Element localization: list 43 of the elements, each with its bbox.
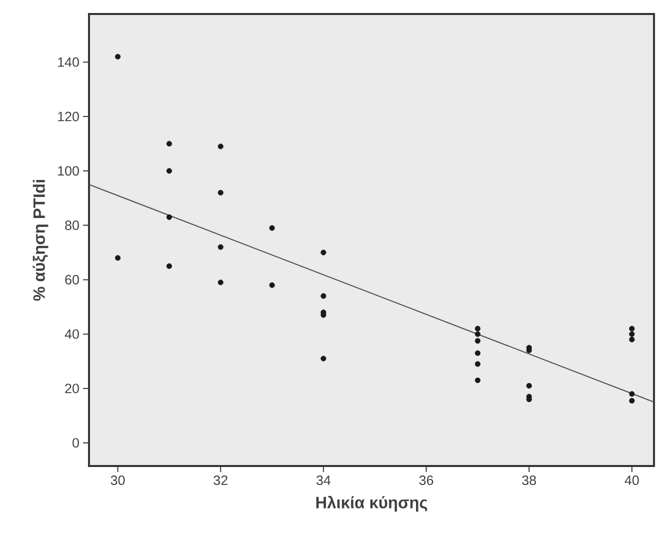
point <box>474 338 480 344</box>
point <box>166 263 172 269</box>
y-tick-label: 120 <box>58 112 79 122</box>
point <box>115 54 121 60</box>
point <box>629 398 635 404</box>
point <box>218 144 224 150</box>
x-axis-title: Ηλικία κύησης <box>316 496 428 512</box>
point <box>218 190 224 196</box>
y-tick-label: 80 <box>65 220 79 230</box>
point <box>474 326 480 332</box>
point <box>474 361 480 367</box>
point <box>629 391 635 397</box>
point <box>320 250 326 256</box>
y-axis-title: % αύξηση PTIdi <box>32 180 48 301</box>
y-tick-label: 100 <box>58 166 79 176</box>
x-tick-label: 30 <box>110 476 125 486</box>
point <box>320 356 326 362</box>
point <box>629 326 635 332</box>
y-tick-label: 20 <box>65 384 79 394</box>
x-tick-label: 34 <box>316 476 331 486</box>
point <box>166 140 172 146</box>
x-tick-label: 36 <box>419 476 434 486</box>
y-tick-label: 0 <box>72 438 79 448</box>
y-tick-label: 140 <box>58 57 79 67</box>
y-tick-label: 60 <box>65 274 79 284</box>
point <box>320 293 326 299</box>
point <box>526 382 532 389</box>
point <box>115 255 121 261</box>
point <box>218 244 224 250</box>
point <box>474 378 480 384</box>
y-tick-label: 40 <box>64 329 79 339</box>
point <box>166 168 172 174</box>
point <box>269 225 275 231</box>
point <box>474 331 480 337</box>
x-tick-label: 38 <box>522 476 536 486</box>
point <box>474 350 480 356</box>
point <box>629 336 635 342</box>
x-tick-label: 40 <box>624 476 639 486</box>
point <box>166 214 172 220</box>
point <box>629 331 635 337</box>
point <box>269 282 275 288</box>
point <box>218 280 224 286</box>
x-tick-label: 32 <box>214 476 228 486</box>
